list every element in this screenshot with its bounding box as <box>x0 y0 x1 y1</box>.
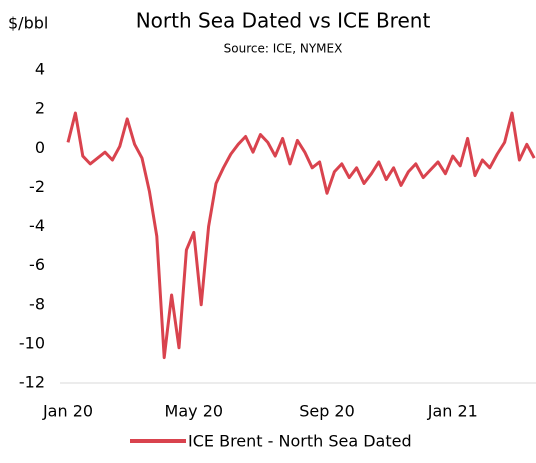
y-tick-label: -4 <box>29 216 45 235</box>
y-tick-label: -6 <box>29 255 45 274</box>
y-tick-label: 4 <box>35 60 45 79</box>
chart-title: North Sea Dated vs ICE Brent <box>136 9 431 33</box>
x-tick-label: Sep 20 <box>299 402 355 421</box>
legend-label: ICE Brent - North Sea Dated <box>188 432 412 451</box>
x-tick-label: Jan 20 <box>42 402 93 421</box>
y-tick-label: 2 <box>35 99 45 118</box>
y-tick-label: 0 <box>35 138 45 157</box>
chart-subtitle: Source: ICE, NYMEX <box>224 42 343 56</box>
x-tick-label: Jan 21 <box>427 402 478 421</box>
y-axis-label: $/bbl <box>8 14 48 33</box>
y-tick-label: -12 <box>19 373 45 392</box>
y-tick-label: -10 <box>19 333 45 352</box>
y-tick-label: -8 <box>29 294 45 313</box>
y-tick-label: -2 <box>29 177 45 196</box>
series-line <box>66 111 536 360</box>
x-tick-label: May 20 <box>165 402 224 421</box>
